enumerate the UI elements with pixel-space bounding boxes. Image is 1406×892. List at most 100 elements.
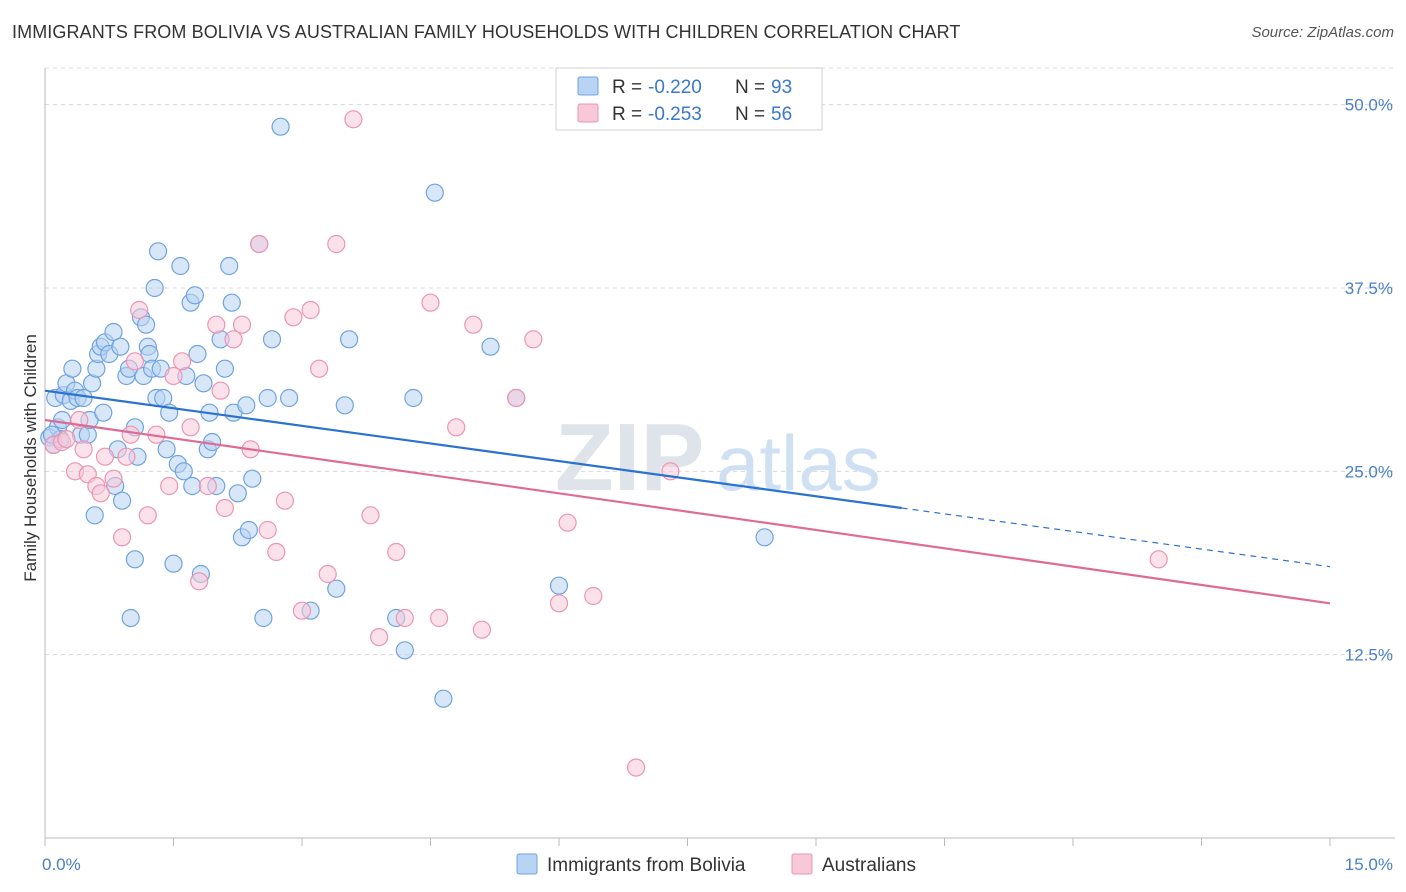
- data-point-bolivia[interactable]: [340, 330, 359, 349]
- data-point-australians[interactable]: [301, 300, 320, 320]
- data-point-bolivia[interactable]: [194, 374, 213, 393]
- data-point-australians[interactable]: [138, 506, 157, 525]
- data-point-australians[interactable]: [258, 520, 277, 540]
- data-point-bolivia[interactable]: [404, 388, 423, 408]
- series-legend-label-pink[interactable]: Australians: [822, 855, 916, 876]
- data-point-australians[interactable]: [173, 352, 192, 371]
- data-point-australians[interactable]: [292, 601, 312, 620]
- data-point-bolivia[interactable]: [215, 359, 234, 378]
- data-point-bolivia[interactable]: [74, 388, 93, 408]
- data-point-bolivia[interactable]: [280, 388, 299, 408]
- data-point-australians[interactable]: [164, 366, 183, 386]
- data-point-australians[interactable]: [74, 440, 93, 459]
- data-point-bolivia[interactable]: [243, 469, 262, 488]
- data-point-australians[interactable]: [370, 627, 389, 647]
- data-point-bolivia[interactable]: [481, 337, 500, 356]
- data-point-bolivia[interactable]: [112, 491, 132, 510]
- data-point-bolivia[interactable]: [222, 293, 241, 312]
- legend-swatch-pink: [577, 103, 599, 123]
- data-point-australians[interactable]: [215, 498, 234, 518]
- data-point-bolivia[interactable]: [220, 256, 239, 276]
- data-point-australians[interactable]: [207, 315, 226, 334]
- data-point-bolivia[interactable]: [262, 330, 282, 349]
- data-point-australians[interactable]: [284, 308, 303, 327]
- data-point-australians[interactable]: [626, 758, 646, 777]
- data-point-bolivia[interactable]: [145, 278, 164, 298]
- data-point-australians[interactable]: [1149, 550, 1168, 569]
- data-point-australians[interactable]: [318, 564, 337, 584]
- data-point-bolivia[interactable]: [121, 608, 140, 628]
- data-point-australians[interactable]: [447, 418, 466, 437]
- data-point-bolivia[interactable]: [327, 579, 346, 598]
- data-point-australians[interactable]: [160, 476, 179, 496]
- data-point-australians[interactable]: [117, 447, 136, 466]
- data-point-australians[interactable]: [57, 430, 76, 449]
- data-point-bolivia[interactable]: [52, 410, 72, 430]
- data-point-australians[interactable]: [224, 330, 243, 349]
- series-legend-swatch-blue[interactable]: [516, 853, 538, 875]
- data-point-australians[interactable]: [430, 608, 449, 628]
- data-point-bolivia[interactable]: [434, 689, 453, 708]
- data-point-australians[interactable]: [95, 447, 115, 466]
- series-legend-label-blue[interactable]: Immigrants from Bolivia: [547, 855, 746, 876]
- data-point-australians[interactable]: [472, 620, 491, 639]
- data-point-australians[interactable]: [130, 300, 149, 320]
- data-point-australians[interactable]: [121, 425, 140, 444]
- y-tick-labels: 12.5% 25.0% 37.5% 50.0%: [1345, 96, 1393, 665]
- data-point-australians[interactable]: [125, 352, 144, 371]
- data-point-australians[interactable]: [327, 234, 346, 254]
- data-point-bolivia[interactable]: [425, 183, 444, 202]
- series-legend-swatch-pink[interactable]: [791, 853, 813, 875]
- data-point-australians[interactable]: [507, 388, 526, 408]
- data-point-australians[interactable]: [344, 110, 363, 129]
- data-point-bolivia[interactable]: [104, 322, 123, 342]
- data-point-australians[interactable]: [310, 359, 329, 378]
- data-point-bolivia[interactable]: [125, 550, 144, 569]
- data-point-australians[interactable]: [524, 330, 543, 349]
- data-point-bolivia[interactable]: [258, 388, 277, 408]
- data-point-bolivia[interactable]: [395, 641, 414, 660]
- data-point-bolivia[interactable]: [188, 344, 207, 364]
- data-point-australians[interactable]: [361, 506, 380, 525]
- data-point-australians[interactable]: [91, 484, 110, 503]
- data-point-australians[interactable]: [112, 528, 132, 547]
- data-point-bolivia[interactable]: [111, 337, 130, 356]
- data-point-australians[interactable]: [558, 513, 577, 532]
- data-point-bolivia[interactable]: [549, 576, 569, 595]
- data-point-australians[interactable]: [104, 469, 123, 488]
- data-point-bolivia[interactable]: [164, 554, 183, 573]
- data-point-bolivia[interactable]: [185, 286, 204, 305]
- data-point-bolivia[interactable]: [174, 462, 193, 481]
- data-point-australians[interactable]: [395, 608, 414, 628]
- data-point-bolivia[interactable]: [239, 520, 258, 540]
- data-point-bolivia[interactable]: [137, 315, 156, 334]
- data-point-australians[interactable]: [464, 315, 483, 334]
- data-point-bolivia[interactable]: [254, 608, 273, 628]
- data-point-bolivia[interactable]: [149, 242, 168, 261]
- data-point-bolivia[interactable]: [271, 117, 290, 136]
- data-point-australians[interactable]: [549, 594, 569, 613]
- data-point-australians[interactable]: [421, 293, 440, 312]
- data-point-australians[interactable]: [267, 542, 286, 562]
- data-point-australians[interactable]: [190, 572, 209, 591]
- data-point-bolivia[interactable]: [237, 396, 256, 415]
- data-point-bolivia[interactable]: [157, 440, 176, 459]
- data-point-bolivia[interactable]: [85, 506, 104, 525]
- data-point-australians[interactable]: [211, 381, 230, 400]
- data-point-australians[interactable]: [275, 491, 294, 510]
- data-point-bolivia[interactable]: [63, 359, 82, 378]
- data-point-australians[interactable]: [387, 542, 406, 562]
- source-label[interactable]: Source: ZipAtlas.com: [1251, 24, 1394, 41]
- data-point-australians[interactable]: [181, 418, 200, 437]
- legend-box: [555, 67, 823, 131]
- data-point-bolivia[interactable]: [171, 256, 190, 276]
- data-point-australians[interactable]: [250, 234, 269, 254]
- data-point-bolivia[interactable]: [183, 476, 202, 496]
- data-point-bolivia[interactable]: [335, 396, 354, 415]
- data-point-bolivia[interactable]: [755, 528, 774, 547]
- data-point-australians[interactable]: [198, 476, 217, 496]
- data-point-australians[interactable]: [584, 586, 603, 606]
- data-point-bolivia[interactable]: [228, 484, 247, 503]
- data-point-australians[interactable]: [232, 315, 252, 334]
- data-point-bolivia[interactable]: [94, 403, 113, 422]
